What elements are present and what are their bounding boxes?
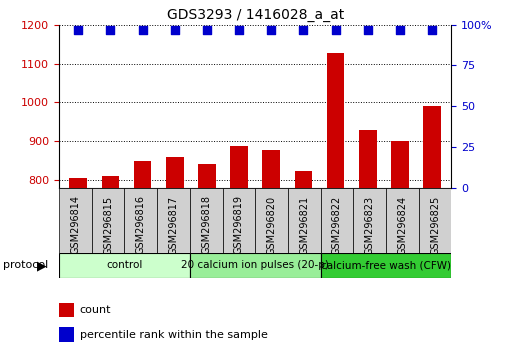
Bar: [190, 188, 223, 253]
Point: [428, 27, 436, 33]
Bar: [423, 106, 441, 188]
Bar: [327, 53, 345, 188]
Bar: [288, 188, 321, 253]
Point: [203, 27, 211, 33]
Text: GSM296822: GSM296822: [332, 195, 342, 255]
Bar: [198, 164, 216, 188]
Bar: [255, 188, 288, 253]
Bar: [419, 188, 451, 253]
Title: GDS3293 / 1416028_a_at: GDS3293 / 1416028_a_at: [167, 8, 344, 22]
Bar: [157, 188, 190, 253]
Text: ▶: ▶: [37, 259, 47, 272]
Text: percentile rank within the sample: percentile rank within the sample: [80, 330, 267, 339]
Bar: [391, 141, 409, 188]
Point: [106, 27, 114, 33]
Bar: [263, 150, 280, 188]
Bar: [321, 188, 353, 253]
Text: control: control: [106, 261, 143, 270]
Bar: [386, 188, 419, 253]
Text: count: count: [80, 305, 111, 315]
Text: GSM296814: GSM296814: [70, 195, 81, 255]
Text: GSM296815: GSM296815: [103, 195, 113, 255]
Bar: [92, 188, 124, 253]
Bar: [59, 253, 190, 278]
Point: [139, 27, 147, 33]
Bar: [69, 178, 87, 188]
Text: GSM296816: GSM296816: [136, 195, 146, 255]
Bar: [166, 156, 184, 188]
Bar: [359, 130, 377, 188]
Bar: [321, 253, 451, 278]
Bar: [294, 171, 312, 188]
Bar: [353, 188, 386, 253]
Bar: [230, 146, 248, 188]
Text: GSM296819: GSM296819: [234, 195, 244, 255]
Text: GSM296825: GSM296825: [430, 195, 440, 255]
Point: [396, 27, 404, 33]
Point: [331, 27, 340, 33]
Text: GSM296817: GSM296817: [168, 195, 179, 255]
Text: GSM296824: GSM296824: [398, 195, 407, 255]
Bar: [134, 161, 151, 188]
Bar: [190, 253, 321, 278]
Point: [74, 27, 83, 33]
Text: GSM296823: GSM296823: [365, 195, 374, 255]
Text: calcium-free wash (CFW): calcium-free wash (CFW): [321, 261, 451, 270]
Point: [171, 27, 179, 33]
Point: [267, 27, 275, 33]
Bar: [102, 176, 120, 188]
Point: [235, 27, 243, 33]
Bar: [223, 188, 255, 253]
Point: [300, 27, 308, 33]
Point: [364, 27, 372, 33]
Bar: [59, 188, 92, 253]
Text: GSM296821: GSM296821: [299, 195, 309, 255]
Text: GSM296818: GSM296818: [201, 195, 211, 255]
Text: protocol: protocol: [3, 261, 48, 270]
Text: GSM296820: GSM296820: [267, 195, 277, 255]
Text: 20 calcium ion pulses (20-p): 20 calcium ion pulses (20-p): [181, 261, 329, 270]
Bar: [124, 188, 157, 253]
